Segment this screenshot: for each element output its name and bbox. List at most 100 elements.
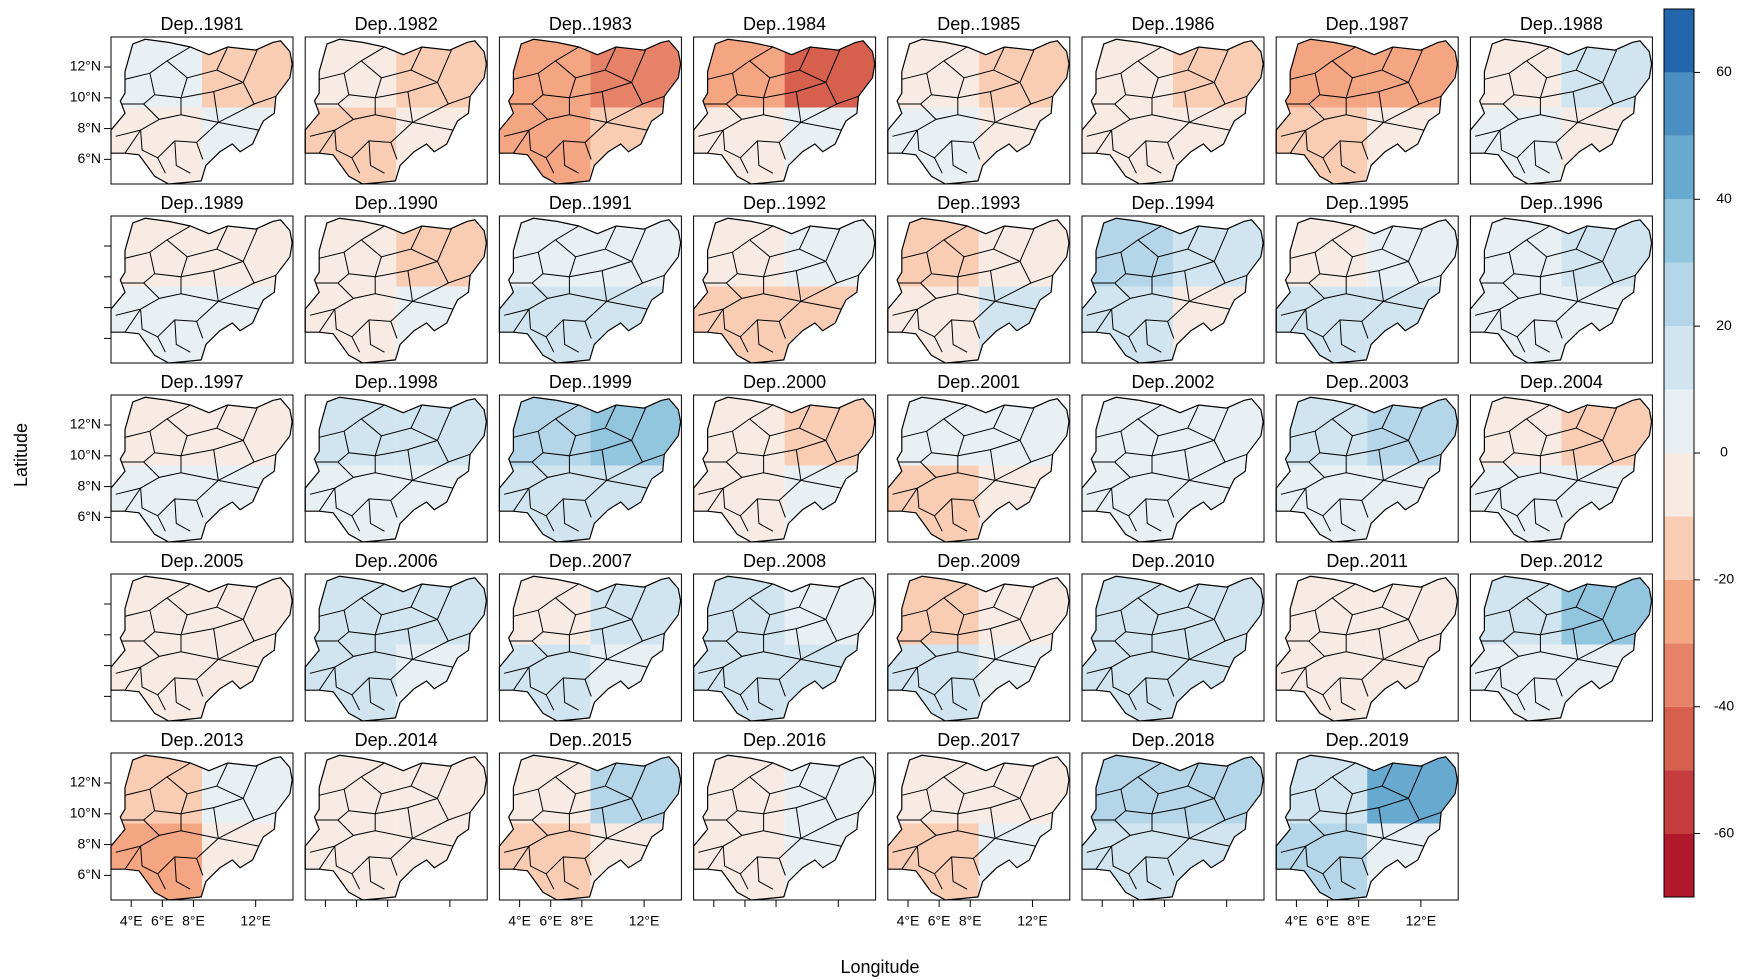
panel xyxy=(498,36,682,185)
zone-fill xyxy=(1173,465,1264,542)
x-tick-label: 6°E xyxy=(1316,913,1339,929)
colorbar-bin xyxy=(1664,389,1694,453)
panel-frame xyxy=(1275,573,1459,722)
panel xyxy=(887,215,1071,364)
zone-fill xyxy=(978,286,1069,363)
country-outline xyxy=(1275,754,1459,901)
colorbar-bin xyxy=(1664,199,1694,263)
y-tick-label: 10°N xyxy=(70,447,101,463)
zone-fill xyxy=(590,286,681,363)
panel-title: Dep..1989 xyxy=(160,193,243,213)
panel-frame xyxy=(498,36,682,185)
panel-title: Dep..1988 xyxy=(1520,14,1603,34)
x-tick-label: 4°E xyxy=(1285,913,1308,929)
panel-title: Dep..2009 xyxy=(937,551,1020,571)
panel-title: Dep..2010 xyxy=(1131,551,1214,571)
country-outline xyxy=(692,754,876,901)
zone-fill xyxy=(784,286,875,363)
zone-fill xyxy=(202,107,293,184)
panel-title: Dep..2012 xyxy=(1520,551,1603,571)
zone-fill xyxy=(1561,465,1652,542)
x-tick-label: 6°E xyxy=(539,913,562,929)
panel-title: Dep..2016 xyxy=(743,730,826,750)
panel-frame xyxy=(693,573,877,722)
country-outline xyxy=(110,754,293,901)
panel-title: Dep..1990 xyxy=(355,193,438,213)
country-outline xyxy=(692,396,876,543)
panel-title: Dep..2011 xyxy=(1326,551,1408,571)
y-tick-label: 8°N xyxy=(78,477,102,493)
y-tick-label: 6°N xyxy=(78,508,102,524)
zone-fill xyxy=(396,465,487,542)
panel xyxy=(1275,36,1459,185)
panel-frame xyxy=(304,215,488,364)
x-tick-label: 12°E xyxy=(1017,913,1048,929)
panel xyxy=(110,394,294,543)
panel-frame xyxy=(1469,36,1653,185)
panel-title: Dep..1986 xyxy=(1131,14,1214,34)
panel-title: Dep..1995 xyxy=(1326,193,1409,213)
panel-title: Dep..1993 xyxy=(937,193,1020,213)
zone-fill xyxy=(202,465,293,542)
panel-title: Dep..2007 xyxy=(549,551,632,571)
panel xyxy=(692,36,877,185)
zone-fill xyxy=(1367,465,1458,542)
country-outline xyxy=(304,754,488,901)
panel-frame xyxy=(887,752,1071,901)
colorbar-tick-label: -40 xyxy=(1714,697,1734,713)
colorbar-tick-label: 40 xyxy=(1716,190,1732,206)
panel xyxy=(304,752,488,901)
panel-title: Dep..2018 xyxy=(1131,730,1214,750)
country-outline xyxy=(110,217,293,364)
zone-fill xyxy=(784,644,875,721)
panel xyxy=(110,36,294,185)
panel-title: Dep..2003 xyxy=(1326,372,1409,392)
zone-fill xyxy=(1561,644,1652,721)
panel xyxy=(110,215,294,364)
colorbar-bin xyxy=(1664,135,1694,200)
zone-fill xyxy=(784,823,875,900)
country-outline xyxy=(110,575,293,722)
zone-fill xyxy=(1367,823,1458,900)
panel xyxy=(304,573,488,722)
country-outline xyxy=(1081,396,1264,543)
panel-title: Dep..1981 xyxy=(160,14,243,34)
x-tick-label: 12°E xyxy=(1406,913,1437,929)
y-tick-label: 10°N xyxy=(70,805,101,821)
panel-frame xyxy=(110,215,294,364)
zone-fill xyxy=(1367,644,1458,721)
panel xyxy=(110,573,294,722)
x-tick-label: 8°E xyxy=(959,913,982,929)
x-tick-label: 6°E xyxy=(928,913,951,929)
panel xyxy=(110,752,294,901)
panel-frame xyxy=(1081,215,1265,364)
panel-title: Dep..1983 xyxy=(549,14,632,34)
panel xyxy=(1081,215,1265,364)
panel xyxy=(692,394,877,543)
y-tick-label: 8°N xyxy=(78,119,102,135)
panel-frame xyxy=(110,36,294,185)
zone-fill xyxy=(1367,286,1458,363)
panel xyxy=(304,394,488,543)
zone-fill xyxy=(396,823,487,900)
panel xyxy=(1081,752,1265,901)
colorbar-tick-label: -20 xyxy=(1714,571,1734,587)
x-tick-label: 12°E xyxy=(629,913,660,929)
panel xyxy=(304,36,488,185)
zone-fill xyxy=(396,644,487,721)
country-outline xyxy=(304,396,488,543)
country-outline xyxy=(498,38,682,185)
country-outline xyxy=(1469,217,1653,364)
y-axis-label: Latitude xyxy=(11,423,31,487)
zone-fill xyxy=(978,823,1069,900)
panel-title: Dep..1997 xyxy=(160,372,243,392)
country-outline xyxy=(692,38,876,185)
panel xyxy=(498,573,682,722)
zone-fill xyxy=(978,465,1069,542)
country-outline xyxy=(1081,754,1264,901)
country-outline xyxy=(498,754,682,901)
zone-fill xyxy=(1173,286,1264,363)
panel-frame xyxy=(498,752,682,901)
y-tick-label: 12°N xyxy=(70,58,101,74)
zone-fill xyxy=(590,107,681,184)
